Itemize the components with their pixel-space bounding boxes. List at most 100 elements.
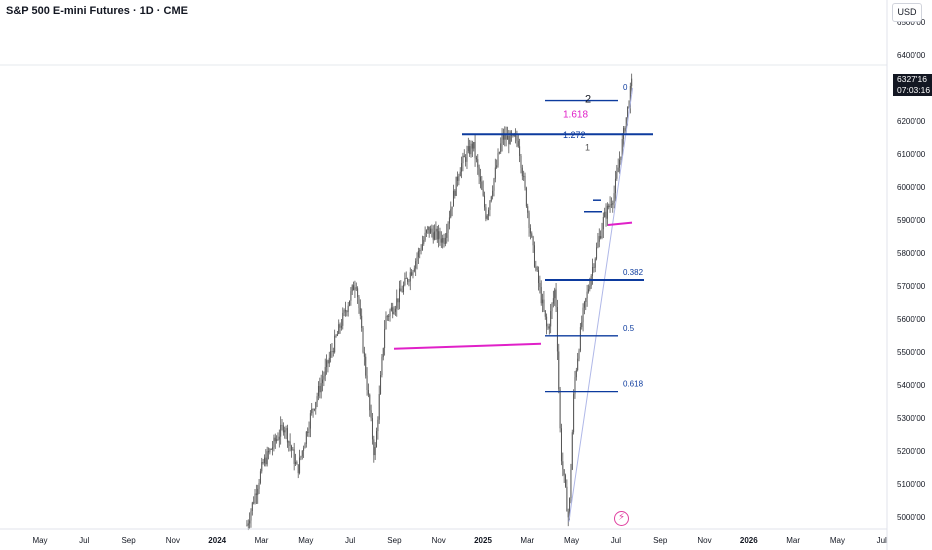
candle [629, 82, 631, 114]
candle-body [548, 326, 550, 329]
candle [558, 343, 560, 394]
candle [477, 154, 479, 175]
candle-body [613, 193, 615, 204]
candle-body [627, 106, 629, 118]
candle-body [269, 449, 271, 453]
candle [369, 393, 371, 417]
candle-body [373, 439, 375, 456]
candle [609, 196, 611, 213]
candle-body [415, 261, 417, 269]
candle [462, 152, 464, 172]
candle [332, 347, 334, 357]
candle [544, 310, 546, 320]
candle [346, 309, 348, 317]
candle-body [587, 289, 589, 292]
candle [249, 512, 251, 529]
candle-body [421, 243, 423, 250]
candle-body [602, 217, 604, 230]
candle [523, 170, 525, 181]
candle [305, 430, 307, 448]
candle-body [297, 464, 299, 474]
candle [539, 275, 541, 294]
candle [566, 479, 568, 512]
candle [413, 265, 415, 273]
candle-body [404, 277, 406, 285]
candle-body [489, 200, 491, 210]
candle [361, 308, 363, 332]
candle-body [556, 307, 558, 352]
candle [385, 311, 387, 330]
candle-body [470, 143, 472, 155]
candle-body [458, 176, 460, 181]
candle [497, 148, 499, 168]
candle [614, 170, 616, 202]
candle-body [247, 523, 249, 526]
candle-body [328, 357, 330, 364]
candle [377, 416, 379, 440]
lightning-bolt-icon[interactable]: ⚡ [614, 511, 629, 526]
candle-body [308, 428, 310, 433]
candle [547, 323, 549, 331]
candle-body [439, 231, 441, 239]
candle [505, 126, 507, 147]
price-tick-label: 5500'00 [897, 348, 926, 357]
candle-body [409, 272, 411, 282]
time-tick-label: Nov [697, 536, 711, 545]
candle-body [309, 413, 311, 429]
currency-button[interactable]: USD [892, 3, 922, 22]
candle [489, 199, 491, 217]
candle [425, 229, 427, 238]
time-axis[interactable]: May Jul Sep Nov 2024 Mar May Jul Sep Nov 2025 Mar Ma… [0, 528, 887, 545]
candle-body [610, 204, 612, 206]
fib-retracement-label: 0.5 [623, 324, 635, 333]
candle [451, 206, 453, 217]
candle [443, 233, 445, 248]
time-tick-label: May [298, 536, 313, 545]
candle [582, 303, 584, 332]
candle [281, 418, 283, 431]
candle [370, 404, 372, 422]
candle-body [560, 428, 562, 462]
time-tick-label: May [32, 536, 47, 545]
candle [574, 370, 576, 399]
candle [308, 421, 310, 438]
candle [520, 154, 522, 174]
candle-body [451, 206, 453, 210]
price-tick-label: 6200'00 [897, 117, 926, 126]
candle-body [377, 419, 379, 432]
candle-body [562, 461, 564, 470]
fib-extension-label: 2 [585, 94, 591, 106]
candle-body [334, 335, 336, 353]
candle-body [478, 167, 480, 177]
time-tick-label: Sep [653, 536, 668, 545]
candle [631, 73, 633, 94]
candle-body [546, 316, 548, 327]
candle [350, 287, 352, 306]
candle [351, 284, 353, 296]
price-axis[interactable]: 5000'00 5100'00 5200'00 5300'00 5400'00 5500'… [886, 0, 926, 550]
candle [594, 257, 596, 273]
candle [261, 457, 263, 474]
candle-body [362, 327, 364, 353]
candle-body [573, 393, 575, 433]
candle-body [625, 117, 627, 132]
candle-body [349, 300, 351, 306]
candle-body [257, 488, 259, 496]
candle-body [570, 469, 572, 499]
candle [311, 403, 313, 416]
candle-body [455, 176, 457, 196]
candle [556, 299, 558, 361]
candle [461, 156, 463, 179]
candle-body [566, 486, 568, 512]
candle [427, 225, 429, 234]
candle-body [263, 457, 265, 464]
candle [610, 197, 612, 208]
candle-body [254, 493, 256, 503]
candle-body [527, 206, 529, 213]
candle-body [286, 428, 288, 443]
candle-body [543, 299, 545, 311]
candle-body [408, 281, 410, 283]
candle [303, 445, 305, 458]
candle-body [496, 165, 498, 168]
